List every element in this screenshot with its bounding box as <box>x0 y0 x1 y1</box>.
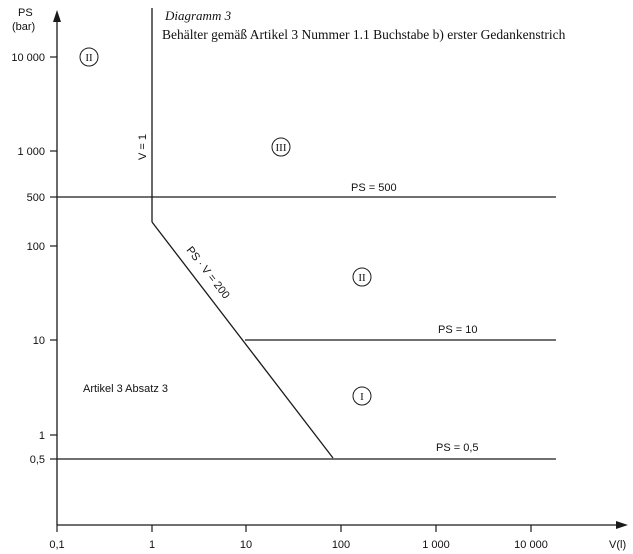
label-ps-10: PS = 10 <box>438 324 477 336</box>
label-artikel-3-absatz-3: Artikel 3 Absatz 3 <box>83 383 168 395</box>
label-v-eq-1: V = 1 <box>137 134 149 160</box>
svg-text:II: II <box>358 272 366 284</box>
boundary-ps-v-200 <box>151 221 334 459</box>
x-tick-label: 1 000 <box>422 539 450 551</box>
diagram-title: Diagramm 3 <box>164 8 232 23</box>
x-tick-label: 10 000 <box>514 539 548 551</box>
x-tick-label: 0,1 <box>49 539 64 551</box>
label-ps-05: PS = 0,5 <box>436 442 479 454</box>
y-tick-label: 100 <box>27 241 45 253</box>
diagram-subtitle: Behälter gemäß Artikel 3 Nummer 1.1 Buch… <box>162 27 566 42</box>
y-tick-label: 500 <box>27 192 45 204</box>
label-ps-500: PS = 500 <box>351 182 397 194</box>
category-badge-top-right: III <box>271 137 291 157</box>
y-tick-label: 1 000 <box>17 146 45 158</box>
x-axis-arrow <box>616 521 628 529</box>
category-badge-bottom: I <box>352 386 372 406</box>
x-tick-label: 100 <box>332 539 350 551</box>
x-tick-label: 1 <box>149 539 155 551</box>
y-axis-arrow <box>53 10 61 22</box>
svg-text:II: II <box>85 52 93 64</box>
x-tick-label: 10 <box>240 539 252 551</box>
y-tick-label: 10 000 <box>11 52 45 64</box>
y-axis-unit: (bar) <box>12 21 35 33</box>
y-axis-title: PS <box>18 7 33 19</box>
category-badge-middle: II <box>352 267 372 287</box>
y-tick-label: 0,5 <box>30 454 45 466</box>
y-tick-label: 1 <box>39 430 45 442</box>
category-badge-top-left: II <box>79 47 99 67</box>
svg-text:I: I <box>360 391 364 403</box>
x-axis-title: V(l) <box>609 539 626 551</box>
svg-text:III: III <box>276 142 287 154</box>
y-tick-label: 10 <box>33 335 45 347</box>
